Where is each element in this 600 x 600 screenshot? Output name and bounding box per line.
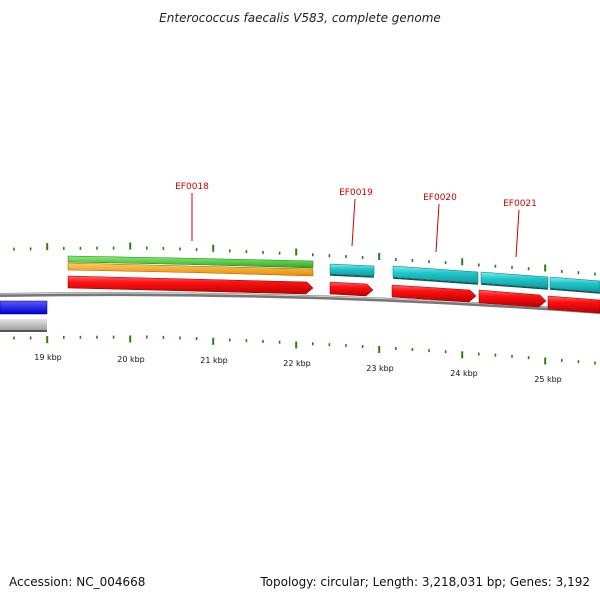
cds-arrow-next[interactable] bbox=[547, 295, 600, 314]
gene-bar-ef0019[interactable] bbox=[329, 263, 375, 277]
reverse-feature-grey[interactable] bbox=[0, 319, 47, 331]
scale-label-24kbp: 24 kbp bbox=[450, 369, 478, 378]
cds-arrow-ef0018[interactable] bbox=[67, 275, 314, 295]
gene-label-ef0018[interactable]: EF0018 bbox=[175, 182, 209, 192]
label-line-ef0021 bbox=[515, 209, 520, 258]
gene-label-ef0021[interactable]: EF0021 bbox=[503, 199, 537, 209]
bottom-tick-marks bbox=[13, 335, 596, 365]
genome-backbone bbox=[0, 292, 600, 314]
gene-bar-ef0021[interactable] bbox=[480, 271, 549, 289]
accession-text: Accession: NC_004668 bbox=[9, 575, 145, 589]
scale-label-22kbp: 22 kbp bbox=[283, 359, 311, 368]
gene-bar-ef0020-edge bbox=[392, 277, 479, 285]
gene-bar-ef0021-edge bbox=[480, 283, 549, 290]
cds-arrow-ef0020[interactable] bbox=[391, 284, 477, 303]
gene-bar-ef0020[interactable] bbox=[392, 265, 479, 284]
cds-arrow-ef0021[interactable] bbox=[478, 289, 547, 308]
feature-orange-ef0018[interactable] bbox=[67, 262, 314, 277]
topology-text: Topology: circular; Length: 3,218,031 bp… bbox=[259, 575, 590, 589]
reverse-feature-blue[interactable] bbox=[0, 300, 48, 315]
genome-title: Enterococcus faecalis V583, complete gen… bbox=[159, 11, 441, 25]
scale-label-21kbp: 21 kbp bbox=[200, 356, 228, 365]
gene-bar-next[interactable] bbox=[549, 276, 600, 293]
scale-label-19kbp: 19 kbp bbox=[34, 353, 62, 362]
gene-label-ef0019[interactable]: EF0019 bbox=[339, 188, 373, 198]
label-line-ef0020 bbox=[435, 203, 440, 253]
scale-label-23kbp: 23 kbp bbox=[366, 364, 394, 373]
gene-label-ef0020[interactable]: EF0020 bbox=[423, 193, 457, 203]
scale-label-25kbp: 25 kbp bbox=[534, 375, 562, 384]
gene-bar-ef0019-edge bbox=[329, 274, 375, 278]
scale-label-20kbp: 20 kbp bbox=[117, 355, 145, 364]
feature-green-ef0018[interactable] bbox=[67, 255, 314, 269]
label-line-ef0019 bbox=[351, 198, 356, 247]
top-tick-marks bbox=[13, 242, 596, 276]
cds-arrow-ef0019[interactable] bbox=[329, 281, 374, 297]
gene-bar-next-edge bbox=[549, 288, 600, 294]
